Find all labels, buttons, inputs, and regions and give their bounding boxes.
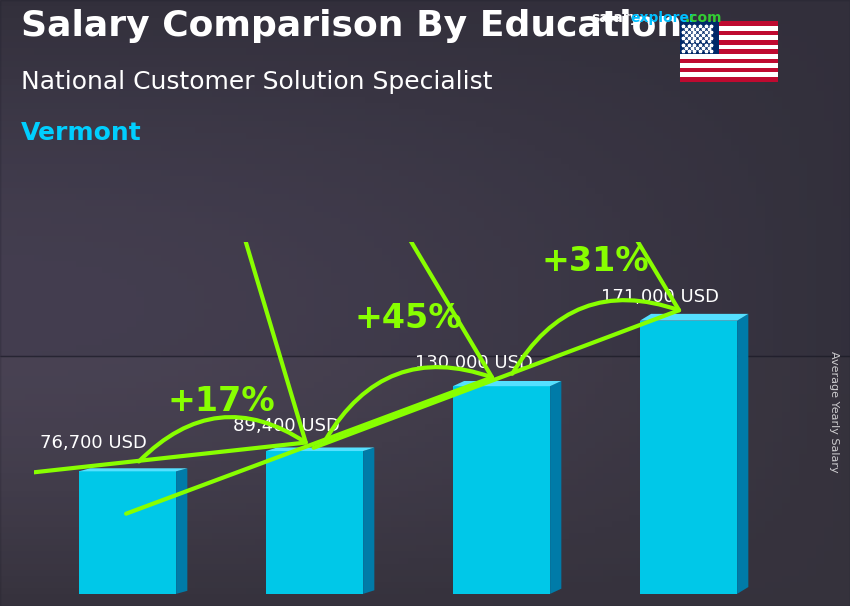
Bar: [680, 44, 778, 49]
Text: .com: .com: [685, 11, 722, 25]
Text: +45%: +45%: [354, 302, 462, 335]
Bar: [680, 73, 778, 77]
Bar: [680, 77, 778, 82]
Bar: [266, 451, 363, 594]
Polygon shape: [453, 381, 561, 386]
FancyArrowPatch shape: [126, 42, 492, 514]
Polygon shape: [737, 314, 748, 594]
Text: +31%: +31%: [541, 245, 649, 278]
Polygon shape: [363, 447, 374, 594]
Bar: [680, 21, 778, 26]
FancyArrowPatch shape: [0, 68, 306, 485]
Polygon shape: [176, 468, 187, 594]
FancyArrowPatch shape: [314, 0, 679, 448]
Text: Average Yearly Salary: Average Yearly Salary: [829, 351, 839, 473]
Text: Salary Comparison By Education: Salary Comparison By Education: [21, 9, 683, 43]
Text: 89,400 USD: 89,400 USD: [233, 417, 340, 435]
Bar: [680, 68, 778, 73]
Bar: [640, 321, 737, 594]
Bar: [680, 49, 778, 54]
Bar: [680, 59, 778, 63]
Bar: [680, 54, 778, 59]
Bar: [79, 471, 176, 594]
Polygon shape: [0, 0, 850, 356]
Text: 76,700 USD: 76,700 USD: [41, 434, 147, 452]
Bar: [680, 30, 778, 35]
Polygon shape: [550, 381, 561, 594]
Polygon shape: [79, 468, 187, 471]
Polygon shape: [266, 447, 374, 451]
Bar: [680, 21, 719, 54]
Bar: [453, 386, 550, 594]
Bar: [680, 40, 778, 44]
Bar: [680, 26, 778, 30]
Text: Vermont: Vermont: [21, 121, 142, 145]
Text: 171,000 USD: 171,000 USD: [602, 288, 719, 306]
Text: +17%: +17%: [167, 385, 275, 418]
Polygon shape: [640, 314, 748, 321]
Text: National Customer Solution Specialist: National Customer Solution Specialist: [21, 70, 493, 94]
Polygon shape: [0, 356, 850, 606]
Text: salary: salary: [591, 11, 638, 25]
Bar: [680, 63, 778, 68]
Bar: [680, 35, 778, 40]
Text: explorer: explorer: [631, 11, 697, 25]
Text: 130,000 USD: 130,000 USD: [415, 354, 532, 372]
